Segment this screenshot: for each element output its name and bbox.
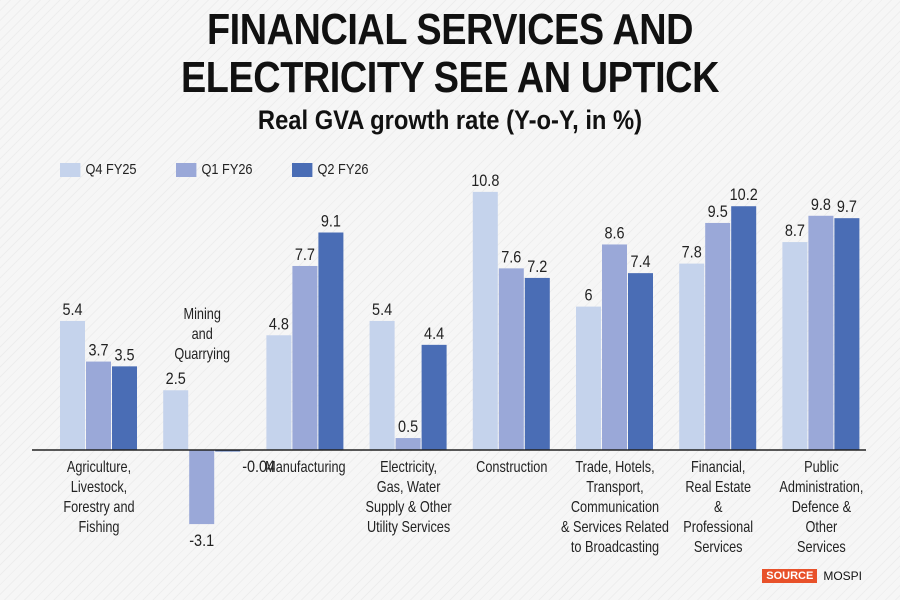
bar [266, 335, 292, 450]
category-label: Supply & Other [366, 499, 452, 516]
data-label: -3.1 [189, 532, 214, 550]
data-label: 2.5 [166, 370, 186, 388]
legend-label: Q2 FY26 [317, 161, 369, 178]
bar [498, 268, 524, 450]
category-label: Utility Services [367, 519, 450, 536]
legend-item: Q2 FY26 [292, 161, 369, 178]
bar [472, 191, 498, 450]
bar [60, 320, 85, 450]
category-label: Financial, [691, 459, 745, 476]
legend-swatch [292, 162, 313, 177]
bar [395, 438, 421, 450]
legend-label: Q4 FY25 [85, 161, 137, 178]
category-label: Mining [184, 306, 221, 323]
category-label: Professional [683, 519, 753, 536]
category-label: and [192, 326, 213, 343]
category-label: Defence & [792, 499, 852, 516]
data-label: 7.2 [527, 258, 547, 276]
category-label: to Broadcasting [571, 539, 659, 556]
legend-item: Q4 FY25 [60, 161, 137, 178]
bar [679, 263, 705, 450]
bar [189, 450, 215, 525]
bar [524, 277, 550, 450]
category-label: Fishing [79, 519, 120, 536]
category-label: Public [804, 459, 839, 476]
legend-swatch [176, 162, 197, 177]
data-label: 3.7 [88, 342, 108, 360]
data-label: 0.5 [398, 418, 418, 436]
data-label: 4.4 [424, 325, 444, 343]
category-label: Agriculture, [67, 459, 131, 476]
data-label: 8.7 [785, 222, 805, 240]
category-label: Services [694, 539, 743, 556]
legend-label: Q1 FY26 [201, 161, 253, 178]
data-label: 6 [584, 287, 592, 305]
data-label: 8.6 [604, 224, 624, 242]
data-label: 10.2 [730, 186, 758, 204]
data-label: 3.5 [114, 346, 134, 364]
bar [705, 222, 731, 450]
data-label: 7.6 [501, 248, 521, 266]
category-label: Electricity, [380, 459, 437, 476]
data-label: 7.7 [295, 246, 315, 264]
category-label: Services [797, 539, 846, 556]
bar [86, 361, 111, 450]
source-name: MOSPI [823, 569, 862, 583]
bar [628, 273, 653, 450]
category-label: Other [806, 519, 838, 536]
data-label: 5.4 [62, 301, 82, 319]
category-label: & [714, 499, 723, 516]
bar [292, 265, 318, 450]
data-label: 9.8 [811, 196, 831, 214]
category-label: Administration, [779, 479, 863, 496]
bar [782, 242, 808, 450]
bar [808, 215, 834, 450]
category-label: Livestock, [71, 479, 127, 496]
data-label: 7.4 [630, 253, 650, 271]
legend-swatch [60, 162, 81, 177]
category-label: Trade, Hotels, [575, 459, 654, 476]
category-label: & Services Related [561, 519, 669, 536]
bar [163, 390, 189, 450]
category-label: Manufacturing [265, 459, 345, 476]
chart-title-line1: FINANCIAL SERVICES AND [206, 5, 694, 54]
legend-item: Q1 FY26 [176, 161, 253, 178]
data-label: 5.4 [372, 301, 392, 319]
chart-title-line2: ELECTRICITY SEE AN UPTICK [180, 53, 719, 102]
data-label: 9.5 [708, 203, 728, 221]
data-label: 7.8 [682, 244, 702, 262]
category-label: Forestry and [63, 499, 134, 516]
bar [421, 344, 447, 450]
bar [834, 218, 860, 450]
chart-subtitle: Real GVA growth rate (Y-o-Y, in %) [257, 105, 643, 135]
category-label: Construction [476, 459, 547, 476]
legend: Q4 FY25 Q1 FY26 Q2 FY26 [60, 161, 382, 178]
bar [576, 306, 601, 450]
bar [112, 366, 137, 450]
bar [369, 320, 395, 450]
data-label: 10.8 [471, 172, 499, 190]
bar [602, 244, 627, 450]
category-label: Real Estate [685, 479, 751, 496]
source-tag: SOURCE [762, 569, 818, 583]
category-label: Quarrying [174, 346, 230, 363]
data-label: -0.04 [242, 458, 275, 476]
data-label: 4.8 [269, 315, 289, 333]
data-label: 9.7 [837, 198, 857, 216]
data-label: 9.1 [321, 213, 341, 231]
source-credit: SOURCE MOSPI [762, 569, 862, 583]
bar [318, 232, 344, 450]
category-label: Transport, [586, 479, 643, 496]
bar [731, 206, 757, 450]
category-label: Gas, Water [377, 479, 441, 496]
category-label: Communication [571, 499, 659, 516]
